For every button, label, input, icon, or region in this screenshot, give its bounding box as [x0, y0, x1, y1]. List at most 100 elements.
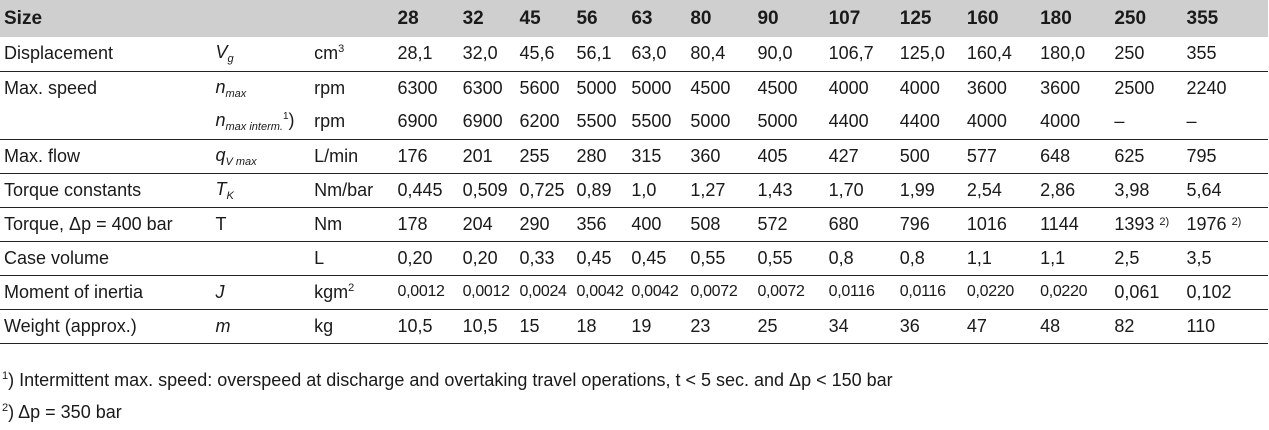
size-header-cell: 125 [899, 7, 932, 29]
table-cell: 0,725 [519, 179, 565, 200]
table-cell: 4000 [966, 111, 1007, 132]
table-cell: 0,0012 [397, 283, 445, 300]
table-cell: 577 [966, 145, 997, 166]
row-label: Moment of inertia [4, 281, 144, 302]
table-cell: 0,445 [397, 179, 443, 200]
table-cell: 204 [462, 213, 493, 234]
size-header-cell: 56 [576, 7, 598, 29]
table-cell: 4400 [899, 111, 940, 132]
table-cell: 90,0 [757, 43, 793, 64]
table-cell: 572 [757, 213, 788, 234]
table-cell: 80,4 [690, 43, 726, 64]
table-cell: – [1114, 111, 1125, 132]
footnote-marker: 2) [1231, 215, 1242, 228]
table-cell: 160,4 [966, 43, 1012, 64]
size-header-cell: 45 [519, 7, 541, 29]
table-cell: 34 [828, 315, 849, 336]
table-cell: 1,0 [631, 179, 657, 200]
table-cell: 106,7 [828, 43, 874, 64]
size-header-cell: 355 [1186, 7, 1219, 29]
row-label: Torque, Δp = 400 bar [4, 213, 173, 234]
table-cell: 1,70 [828, 179, 864, 200]
row-label: Max. speed [4, 77, 98, 98]
table-cell: 36 [899, 315, 920, 336]
table-cell: 178 [397, 213, 428, 234]
row-symbol [211, 241, 310, 275]
table-cell: 5000 [631, 77, 672, 98]
table-cell: 19 [631, 315, 652, 336]
table-cell: 500 [899, 145, 930, 166]
table-cell: 0,0042 [576, 283, 624, 300]
table-cell: 3,98 [1114, 179, 1150, 200]
table-cell: 1,43 [757, 179, 793, 200]
table-cell: 0,102 [1186, 281, 1232, 302]
table-cell: 23 [690, 315, 711, 336]
size-header-cell: 180 [1040, 7, 1072, 29]
row-label: Max. flow [4, 145, 81, 166]
table-cell: 0,509 [462, 179, 508, 200]
table-cell: 2240 [1186, 77, 1227, 98]
table-row-torque: Torque, Δp = 400 bar T Nm 178 204 290 35… [0, 207, 1268, 241]
size-header-cell: 90 [757, 7, 779, 29]
size-header-cell: 80 [690, 7, 712, 29]
table-cell: 796 [899, 213, 930, 234]
table-cell: 176 [397, 145, 428, 166]
row-symbol: Vg [215, 42, 234, 66]
row-symbol: nmax [215, 76, 247, 100]
specifications-table: Size 28 32 45 56 63 80 90 107 125 160 18… [0, 0, 1268, 343]
size-header-cell: 107 [828, 7, 861, 29]
table-cell: 0,55 [757, 247, 793, 268]
table-row-max-flow: Max. flow qV max L/min 176 201 255 280 3… [0, 139, 1268, 173]
table-cell: 3,5 [1186, 247, 1212, 268]
size-header-cell: 63 [631, 7, 653, 29]
table-cell: 0,89 [576, 179, 612, 200]
row-unit: kg [314, 315, 334, 336]
table-cell: 400 [631, 213, 662, 234]
table-cell: 405 [757, 145, 788, 166]
row-unit: L [314, 247, 325, 268]
footnote-marker: 2) [1159, 215, 1170, 228]
row-label [0, 105, 211, 139]
table-cell: 201 [462, 145, 493, 166]
table-cell: 15 [519, 315, 540, 336]
table-cell: 63,0 [631, 43, 667, 64]
table-cell: 0,20 [397, 247, 433, 268]
table-row-case-volume: Case volume L 0,20 0,20 0,33 0,45 0,45 0… [0, 241, 1268, 275]
table-cell: 2,86 [1040, 179, 1076, 200]
table-cell: 28,1 [397, 43, 433, 64]
table-cell: 4000 [1040, 111, 1081, 132]
table-cell: 10,5 [397, 315, 433, 336]
row-unit: kgm2 [314, 281, 355, 302]
table-cell: 0,33 [519, 247, 555, 268]
row-label: Torque constants [4, 179, 142, 200]
table-cell: 5000 [690, 111, 731, 132]
table-cell: – [1186, 111, 1197, 132]
table-cell: 2,54 [966, 179, 1002, 200]
table-cell: 1144 [1040, 213, 1079, 234]
size-header-cell: 250 [1114, 7, 1147, 29]
table-cell: 0,45 [631, 247, 667, 268]
table-cell: 5,64 [1186, 179, 1222, 200]
table-cell: 427 [828, 145, 859, 166]
table-cell: 1393 2) [1114, 213, 1170, 234]
table-cell: 0,8 [828, 247, 854, 268]
table-cell: 5000 [757, 111, 798, 132]
row-symbol: m [215, 315, 231, 336]
table-cell: 5500 [576, 111, 617, 132]
table-cell: 0,0116 [899, 283, 946, 300]
table-cell: 4000 [899, 77, 940, 98]
table-cell: 125,0 [899, 43, 945, 64]
table-cell: 0,0012 [462, 283, 510, 300]
row-unit: L/min [314, 145, 359, 166]
table-cell: 795 [1186, 145, 1217, 166]
table-row-moment-of-inertia: Moment of inertia J kgm2 0,0012 0,0012 0… [0, 275, 1268, 309]
row-symbol: J [215, 281, 225, 302]
table-cell: 0,061 [1114, 281, 1160, 302]
table-cell: 25 [757, 315, 778, 336]
table-cell: 1,1 [1040, 247, 1066, 268]
table-row-torque-constants: Torque constants TK Nm/bar 0,445 0,509 0… [0, 173, 1268, 207]
table-cell: 0,0042 [631, 283, 679, 300]
table-cell: 648 [1040, 145, 1071, 166]
table-row-max-speed: Max. speed nmax rpm 6300 6300 5600 5000 … [0, 71, 1268, 105]
